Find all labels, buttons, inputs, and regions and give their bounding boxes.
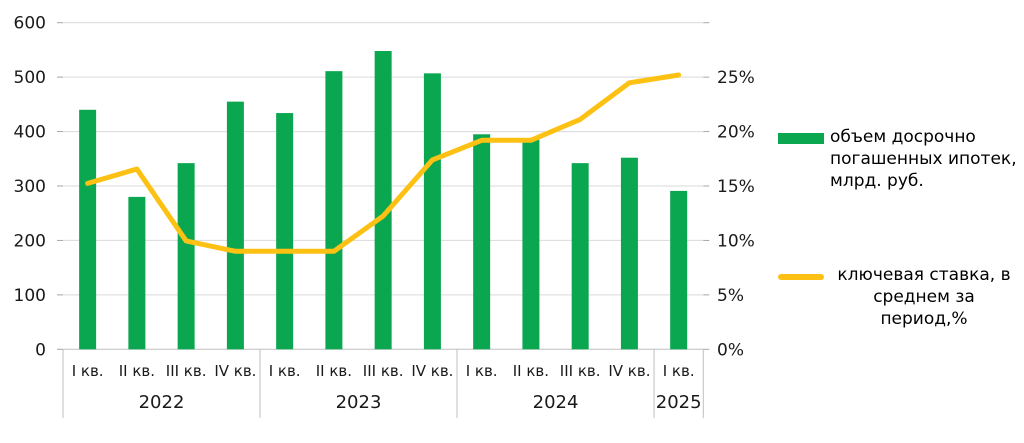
left-axis-tick-label: 100 xyxy=(14,286,46,306)
bar-4 xyxy=(226,101,244,350)
quarter-label: I кв. xyxy=(466,362,498,380)
right-axis-tick-label: 10% xyxy=(717,231,755,251)
bar-3 xyxy=(177,163,195,350)
key-rate-line xyxy=(85,72,682,254)
bar-1 xyxy=(79,109,97,350)
quarter-label: II кв. xyxy=(513,362,549,380)
quarter-label: III кв. xyxy=(363,362,404,380)
bar-6 xyxy=(325,71,343,350)
legend: объем досрочно погашенных ипотек, млрд. … xyxy=(778,126,1018,330)
bar-8 xyxy=(423,73,441,350)
right-axis-tick-label: 25% xyxy=(717,68,755,88)
left-axis-tick-label: 200 xyxy=(14,231,46,251)
right-axis-tick-label: 15% xyxy=(717,177,755,197)
year-label: 2022 xyxy=(139,392,185,413)
bar-series-swatch xyxy=(778,133,824,144)
left-axis-tick-label: 0 xyxy=(35,340,46,360)
quarter-label: II кв. xyxy=(119,362,155,380)
bar-2 xyxy=(128,196,146,350)
right-axis-tick-label: 0% xyxy=(717,340,744,360)
bar-10 xyxy=(522,139,540,350)
left-axis-tick-label: 600 xyxy=(14,14,46,34)
bar-13 xyxy=(670,190,688,350)
line-series-swatch xyxy=(778,274,824,280)
bar-11 xyxy=(571,163,589,350)
line-series-label: ключевая ставка, в среднем за период,% xyxy=(837,265,1011,329)
left-axis-tick-label: 500 xyxy=(14,68,46,88)
left-axis-tick-label: 400 xyxy=(14,123,46,143)
quarter-label: I кв. xyxy=(663,362,695,380)
right-axis-tick-label: 5% xyxy=(717,286,744,306)
quarter-label: III кв. xyxy=(166,362,207,380)
legend-item-bars: объем досрочно погашенных ипотек, млрд. … xyxy=(778,126,1018,192)
legend-item-line: ключевая ставка, в среднем за период,% xyxy=(778,264,1018,330)
left-axis-tick-label: 300 xyxy=(14,177,46,197)
bar-9 xyxy=(473,134,491,350)
quarter-label: I кв. xyxy=(269,362,301,380)
quarter-label: II кв. xyxy=(316,362,352,380)
quarter-label: IV кв. xyxy=(411,362,453,380)
bar-12 xyxy=(620,157,638,350)
bar-series-label: объем досрочно погашенных ипотек, млрд. … xyxy=(830,127,1017,191)
quarter-label: I кв. xyxy=(72,362,104,380)
bar-5 xyxy=(276,113,294,350)
quarter-label: III кв. xyxy=(560,362,601,380)
quarter-label: IV кв. xyxy=(214,362,256,380)
quarter-label: IV кв. xyxy=(608,362,650,380)
year-label: 2025 xyxy=(656,392,702,413)
right-axis-tick-label: 20% xyxy=(717,123,755,143)
bar-7 xyxy=(374,51,392,350)
year-label: 2023 xyxy=(336,392,382,413)
year-label: 2024 xyxy=(533,392,579,413)
